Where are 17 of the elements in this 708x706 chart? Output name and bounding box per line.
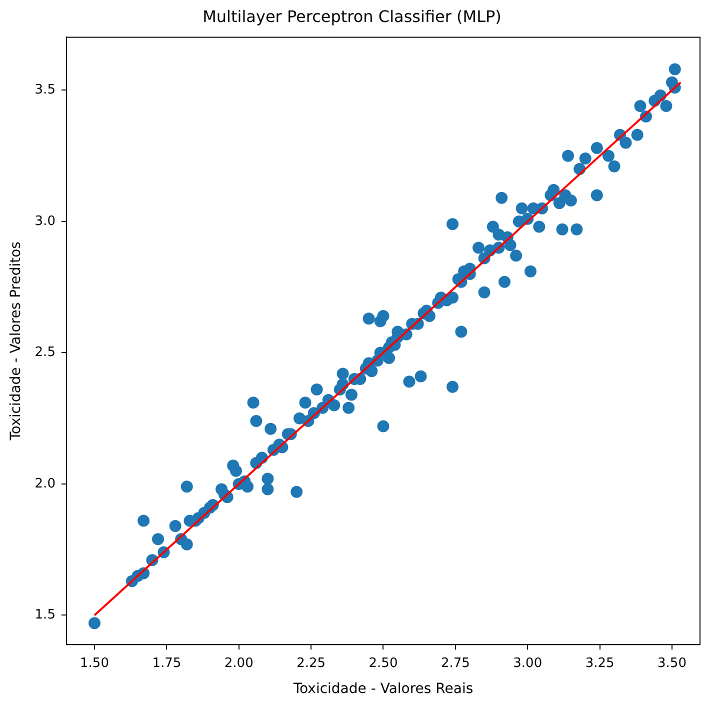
chart-title: Multilayer Perceptron Classifier (MLP) [202,6,502,26]
x-tick-label: 3.50 [658,656,686,671]
x-tick-label: 1.50 [80,656,109,671]
x-axis-title: Toxicidade - Valores Reais [292,681,474,698]
x-tick-label: 2.00 [224,656,254,671]
y-tick-label: 3.5 [34,82,56,98]
x-tick-label: 1.75 [152,656,182,671]
y-tick-label: 3.0 [34,214,56,229]
x-tick-label: 2.50 [368,656,398,671]
x-tick-label: 3.00 [513,656,542,671]
x-tick-label: 2.25 [296,656,326,671]
y-axis-title: Toxicidade - Valores Preditos [8,242,24,442]
y-tick-label: 2.5 [34,345,56,360]
y-tick-label: 1.5 [34,608,56,623]
x-tick-label: 2.75 [440,656,470,671]
x-tick-label: 3.25 [585,656,614,671]
y-tick-label: 2.0 [34,476,56,492]
